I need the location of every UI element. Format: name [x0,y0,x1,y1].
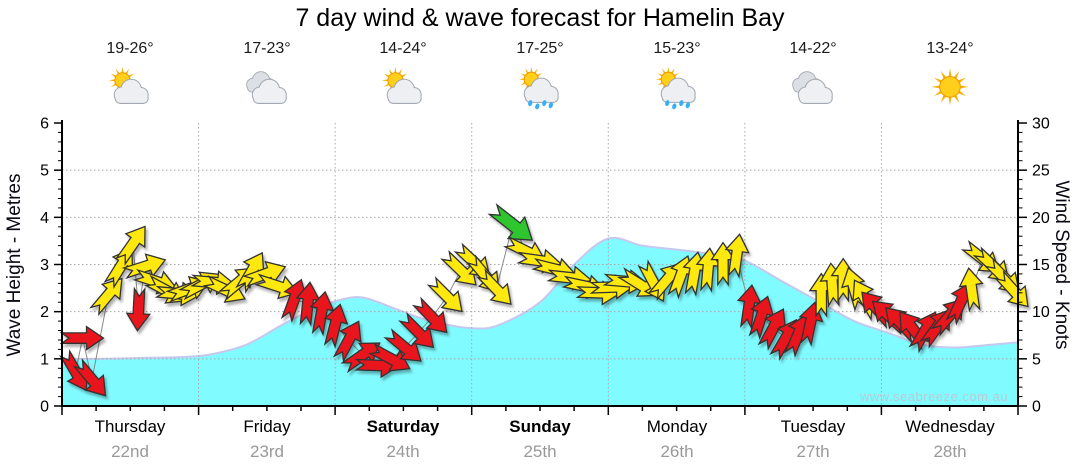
day-name: Monday [646,417,708,436]
weather-icon [104,66,156,117]
watermark: www.seabreeze.com.au [859,389,1008,404]
weather-icon [651,66,703,117]
svg-text:2: 2 [40,304,49,321]
svg-text:15: 15 [1032,257,1050,274]
svg-text:4: 4 [40,210,49,227]
forecast-day-wednesday: 13-24° [890,40,1010,117]
weather-icon [787,66,839,117]
forecast-day-tuesday: 14-22° [753,40,873,117]
temperature-range: 17-23° [243,40,291,57]
day-name: Tuesday [780,417,846,436]
temperature-range: 15-23° [653,40,701,57]
svg-text:30: 30 [1032,116,1050,133]
day-date: 23rd [249,442,285,461]
day-name: Sunday [509,417,571,436]
weather-icon [377,66,429,117]
svg-text:20: 20 [1032,210,1050,227]
day-name: Saturday [366,417,440,436]
temperature-range: 14-24° [379,40,427,57]
forecast-day-saturday: 14-24° [343,40,463,117]
day-date: 22nd [111,442,149,461]
day-date: 27th [796,442,830,461]
forecast-day-monday: 15-23° [617,40,737,117]
forecast-day-sunday: 17-25° [480,40,600,117]
weather-icon [924,66,976,117]
page-title: 7 day wind & wave forecast for Hamelin B… [295,4,785,32]
day-name: Wednesday [905,417,995,436]
svg-text:25: 25 [1032,163,1050,180]
svg-text:3: 3 [40,257,49,274]
svg-text:1: 1 [40,351,49,368]
svg-text:5: 5 [1032,351,1041,368]
svg-text:0: 0 [1032,399,1041,416]
day-date: 25th [523,442,557,461]
forecast-day-friday: 17-23° [207,40,327,117]
svg-text:0: 0 [40,399,49,416]
svg-text:6: 6 [40,116,49,133]
right-axis-title: Wind Speed - Knots [1051,180,1072,350]
weather-icon [241,66,293,117]
temperature-range: 17-25° [516,40,564,57]
day-name: Friday [243,417,291,436]
day-date: 24th [386,442,420,461]
svg-text:5: 5 [40,163,49,180]
temperature-range: 19-26° [106,40,154,57]
left-axis-title: Wave Height - Metres [4,173,25,357]
day-date: 26th [660,442,694,461]
day-name: Thursday [94,417,166,436]
temperature-range: 13-24° [926,40,974,57]
forecast-day-thursday: 19-26° [70,40,190,117]
weather-icon [514,66,566,117]
temperature-range: 14-22° [789,40,837,57]
day-date: 28th [933,442,967,461]
svg-text:10: 10 [1032,304,1050,321]
